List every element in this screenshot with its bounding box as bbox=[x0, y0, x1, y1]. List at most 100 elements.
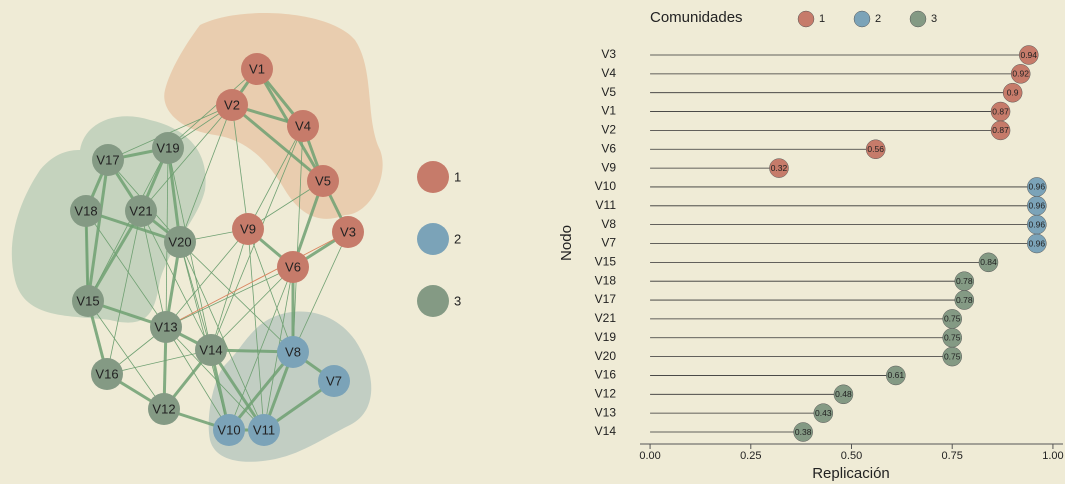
edge bbox=[165, 228, 249, 328]
node-label: V10 bbox=[217, 422, 240, 437]
value-label: 0.9 bbox=[1007, 87, 1019, 97]
edge bbox=[165, 231, 349, 328]
edge bbox=[231, 103, 324, 183]
edge bbox=[179, 241, 265, 431]
y-tick-label: V15 bbox=[595, 255, 617, 269]
dot bbox=[865, 139, 886, 159]
value-label: 0.32 bbox=[771, 163, 788, 173]
node bbox=[213, 414, 245, 446]
value-label: 0.94 bbox=[1020, 50, 1037, 60]
node-label: V6 bbox=[285, 259, 301, 274]
node-label: V5 bbox=[315, 173, 331, 188]
dot bbox=[990, 120, 1011, 141]
node-label: V15 bbox=[76, 293, 99, 308]
node-label: V14 bbox=[199, 342, 222, 357]
y-tick-label: V16 bbox=[595, 368, 617, 382]
legend-swatch bbox=[853, 10, 871, 28]
value-label: 0.43 bbox=[815, 408, 832, 418]
edge bbox=[106, 349, 212, 375]
y-tick-label: V5 bbox=[601, 85, 616, 99]
node bbox=[72, 285, 104, 317]
edge bbox=[227, 351, 295, 431]
node-label: V1 bbox=[249, 61, 265, 76]
edge bbox=[228, 266, 294, 431]
node-label: V4 bbox=[295, 118, 311, 133]
y-tick-label: V13 bbox=[595, 405, 617, 419]
legend-swatch bbox=[417, 161, 449, 193]
y-tick-label: V19 bbox=[595, 330, 617, 344]
node-label: V21 bbox=[129, 203, 152, 218]
dot bbox=[1019, 45, 1039, 65]
legend-label: 2 bbox=[454, 231, 461, 246]
node bbox=[241, 53, 273, 85]
value-label: 0.87 bbox=[992, 106, 1009, 116]
edge bbox=[292, 231, 349, 353]
value-label: 0.96 bbox=[1029, 219, 1046, 229]
node bbox=[148, 393, 180, 425]
legend-label: 2 bbox=[875, 13, 881, 25]
y-tick-label: V4 bbox=[601, 66, 616, 80]
edge bbox=[231, 104, 249, 230]
nodes: V1 V2 V4 V5 V3 V9 V6 V8 V7 V10 V11 V17 V19 V18 V21 V20 V… bbox=[70, 53, 364, 446]
value-label: 0.56 bbox=[867, 144, 884, 154]
node-label: V3 bbox=[340, 224, 356, 239]
dot bbox=[813, 403, 834, 423]
x-tick-label: 1.00 bbox=[1042, 450, 1063, 462]
node-label: V17 bbox=[96, 152, 119, 167]
node bbox=[91, 358, 123, 390]
edge bbox=[179, 241, 294, 353]
x-axis-label: Replicación bbox=[812, 465, 890, 482]
edge bbox=[165, 266, 294, 328]
node-label: V11 bbox=[253, 422, 275, 437]
y-tick-label: V8 bbox=[601, 217, 616, 231]
legend-swatch bbox=[417, 223, 449, 255]
dot bbox=[886, 365, 906, 386]
legend-swatch bbox=[797, 10, 815, 28]
value-label: 0.75 bbox=[944, 314, 961, 324]
node bbox=[332, 216, 364, 248]
value-label: 0.61 bbox=[888, 370, 905, 380]
node-label: V13 bbox=[154, 319, 177, 334]
edge bbox=[247, 125, 304, 230]
edge bbox=[106, 210, 142, 375]
node-label: V9 bbox=[240, 221, 256, 236]
y-tick-label: V10 bbox=[595, 179, 617, 193]
dot bbox=[1027, 233, 1047, 254]
node-label: V20 bbox=[168, 234, 191, 249]
value-label: 0.78 bbox=[956, 276, 973, 286]
y-tick-label: V3 bbox=[601, 47, 616, 61]
x-tick-label: 0.00 bbox=[639, 450, 660, 462]
y-tick-label: V17 bbox=[595, 292, 617, 306]
node bbox=[318, 365, 350, 397]
edge bbox=[247, 228, 294, 353]
node bbox=[277, 336, 309, 368]
y-tick-label: V7 bbox=[601, 236, 616, 250]
edge bbox=[210, 266, 294, 351]
edge bbox=[179, 241, 212, 351]
legend-swatch bbox=[417, 285, 449, 317]
node bbox=[216, 89, 248, 121]
legend-label: 1 bbox=[454, 169, 461, 184]
value-label: 0.75 bbox=[944, 333, 961, 343]
node bbox=[195, 334, 227, 366]
y-tick-label: V6 bbox=[601, 141, 616, 155]
y-tick-label: V21 bbox=[595, 311, 617, 325]
y-axis-label: Nodo bbox=[558, 225, 575, 261]
node bbox=[70, 195, 102, 227]
legend-swatch bbox=[909, 10, 927, 28]
edge bbox=[87, 300, 165, 410]
edge bbox=[165, 326, 265, 431]
edge bbox=[247, 228, 265, 431]
node bbox=[125, 195, 157, 227]
value-label: 0.92 bbox=[1012, 69, 1029, 79]
dot bbox=[769, 158, 789, 178]
dot bbox=[1010, 64, 1031, 84]
value-label: 0.87 bbox=[992, 125, 1009, 135]
y-tick-label: V1 bbox=[601, 104, 616, 118]
x-tick-label: 0.75 bbox=[942, 450, 963, 462]
node bbox=[287, 110, 319, 142]
edge bbox=[86, 159, 110, 302]
node bbox=[92, 144, 124, 176]
node-label: V7 bbox=[326, 373, 342, 388]
y-tick-label: V11 bbox=[596, 198, 617, 212]
